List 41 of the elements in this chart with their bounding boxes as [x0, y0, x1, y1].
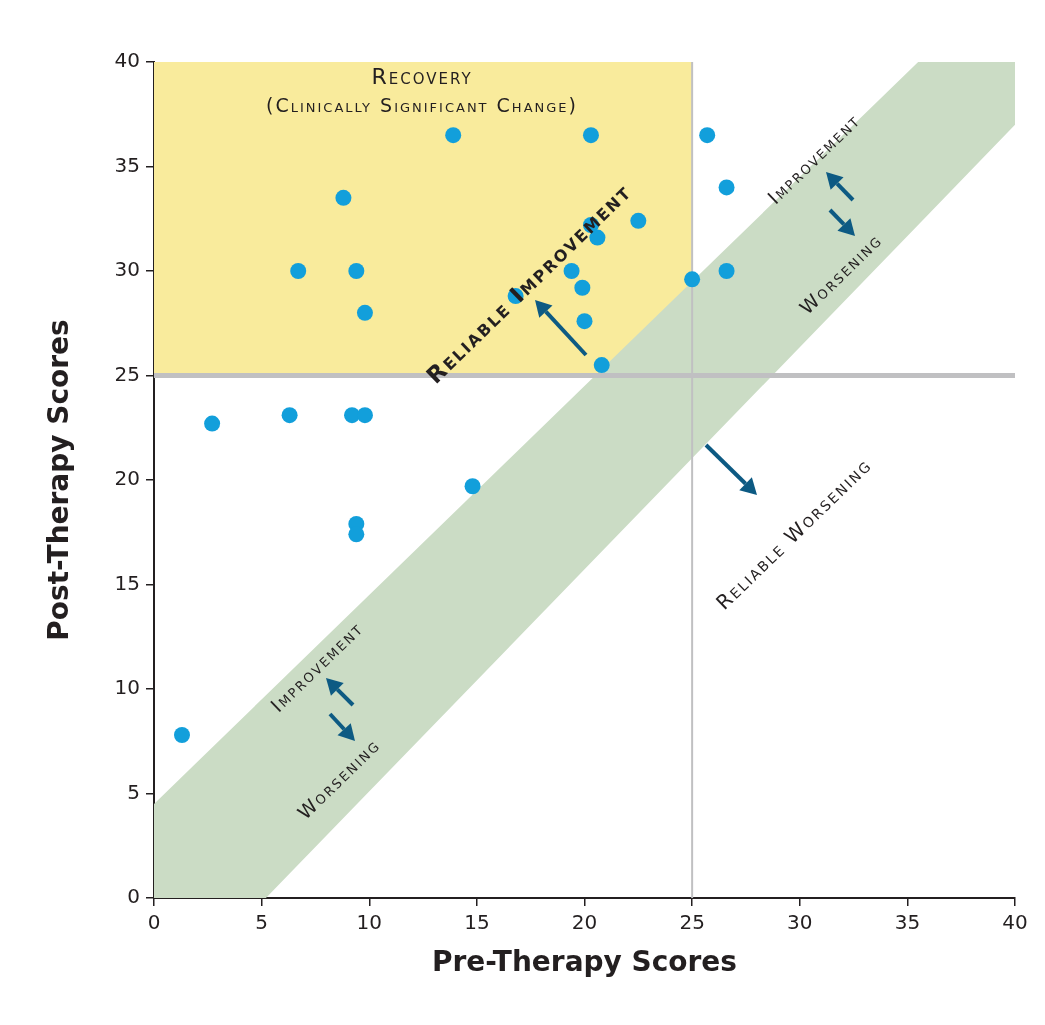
x-axis-title: Pre-Therapy Scores [431, 945, 738, 979]
x-tick-label: 35 [894, 910, 921, 935]
y-tick-label: 30 [114, 257, 140, 282]
point [173, 726, 190, 743]
point [356, 407, 373, 424]
annotation: (Clinically Significant Change) [266, 93, 578, 116]
point [464, 478, 481, 495]
x-tick-label: 5 [255, 910, 268, 935]
x-tick-label: 0 [147, 910, 161, 935]
point [718, 179, 735, 196]
point [344, 407, 361, 424]
point [445, 127, 462, 144]
point [335, 189, 352, 206]
point [630, 212, 647, 229]
point [582, 127, 599, 144]
y-tick-label: 40 [114, 48, 140, 73]
x-tick-label: 15 [464, 910, 490, 935]
point [593, 357, 610, 374]
point [576, 313, 593, 330]
y-tick-label: 20 [114, 466, 140, 491]
x-tick-label: 10 [356, 910, 382, 935]
x-tick-label: 40 [1002, 910, 1028, 935]
point [718, 263, 735, 279]
point [290, 263, 307, 279]
x-tick-label: 25 [679, 910, 705, 935]
x-tick-label: 30 [787, 910, 813, 935]
y-tick-label: 0 [127, 884, 140, 909]
y-tick-label: 5 [127, 779, 140, 804]
y-tick-label: 15 [114, 570, 140, 595]
y-tick-label: 25 [114, 361, 140, 386]
point [204, 415, 221, 432]
point [281, 407, 298, 424]
point [348, 263, 365, 279]
annotation: Recovery [371, 63, 473, 89]
x-tick-label: 20 [571, 910, 598, 935]
y-tick-label: 10 [114, 675, 140, 700]
point [356, 304, 373, 321]
y-axis-title: Post-Therapy Scores [42, 319, 76, 641]
y-tick-label: 35 [114, 152, 140, 177]
point [699, 127, 716, 144]
point [684, 271, 701, 288]
